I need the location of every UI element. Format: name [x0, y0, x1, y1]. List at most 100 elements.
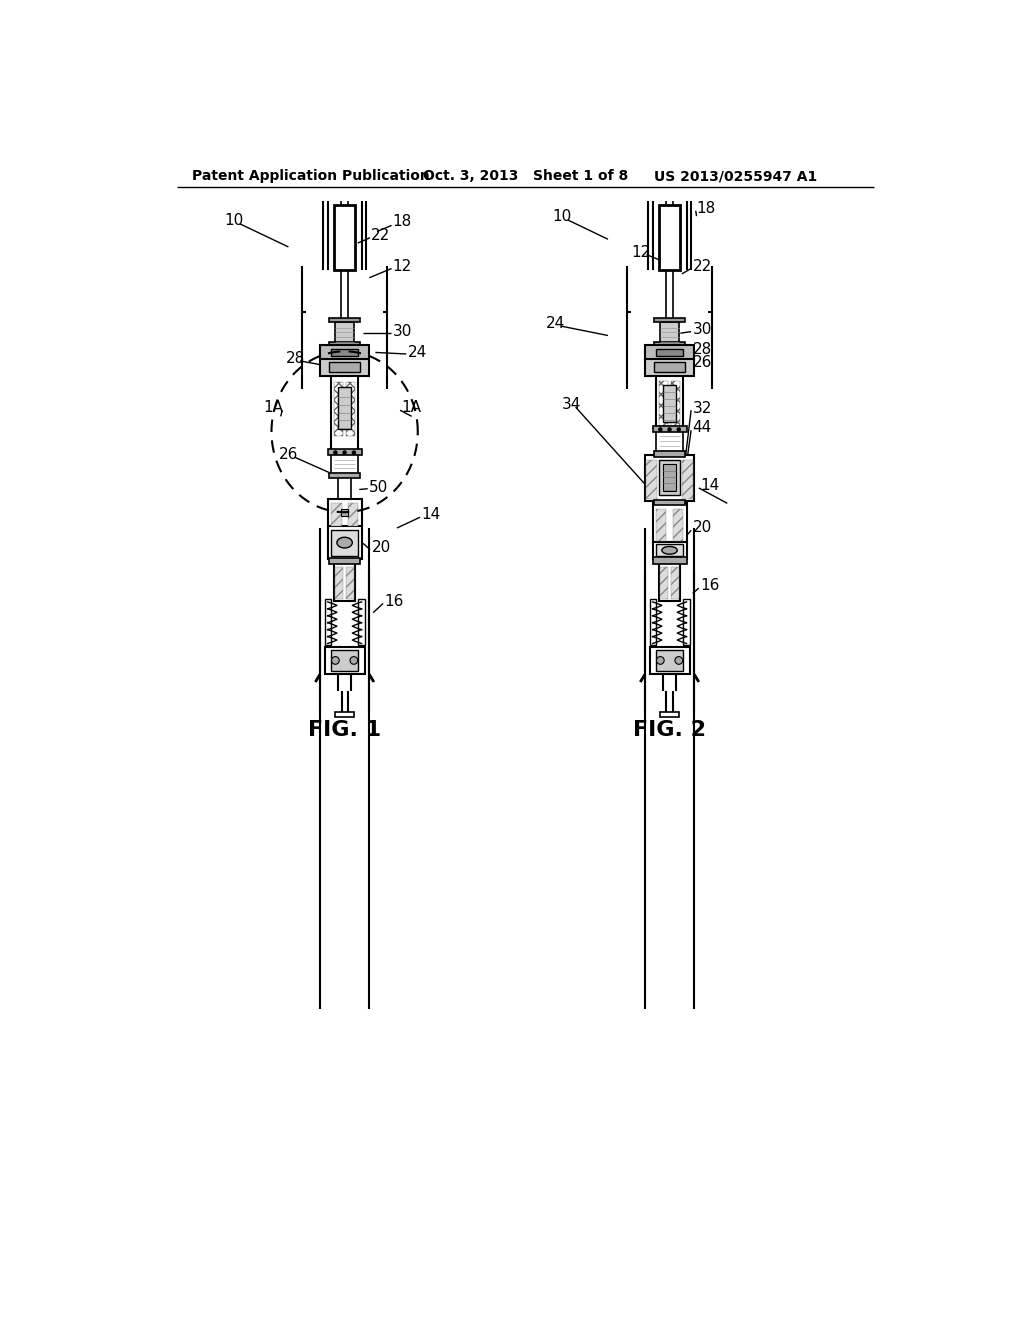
Bar — [645, 359, 694, 376]
Bar — [330, 473, 360, 478]
Text: 14: 14 — [700, 478, 720, 494]
Bar — [336, 322, 354, 343]
Bar — [330, 342, 360, 346]
Bar — [663, 465, 677, 491]
Bar — [660, 322, 679, 343]
Bar — [652, 425, 686, 432]
Bar — [673, 508, 683, 541]
Bar — [658, 205, 680, 271]
Bar — [328, 449, 361, 455]
Bar — [655, 649, 683, 671]
Bar — [649, 599, 655, 645]
Bar — [658, 562, 680, 601]
Bar — [654, 451, 685, 457]
Bar — [336, 711, 354, 717]
Bar — [683, 599, 689, 645]
Circle shape — [656, 656, 665, 664]
Bar — [646, 461, 657, 499]
Text: 1A: 1A — [401, 400, 422, 414]
Text: 22: 22 — [692, 259, 712, 273]
Bar — [652, 503, 686, 544]
Bar — [319, 345, 370, 360]
Bar — [654, 342, 685, 346]
Bar — [330, 318, 360, 322]
Circle shape — [352, 451, 355, 454]
Bar — [336, 566, 343, 599]
Circle shape — [668, 428, 671, 430]
Circle shape — [677, 428, 680, 430]
Text: 18: 18 — [696, 201, 716, 216]
Bar — [331, 348, 358, 356]
Bar — [334, 562, 355, 601]
Circle shape — [334, 451, 337, 454]
Bar — [334, 205, 355, 271]
Bar — [328, 499, 361, 528]
Text: 20: 20 — [692, 520, 712, 536]
Text: 20: 20 — [372, 540, 391, 554]
Text: 12: 12 — [392, 259, 412, 273]
Bar — [330, 362, 360, 372]
Text: 28: 28 — [286, 351, 305, 366]
Bar — [334, 381, 343, 436]
Bar — [655, 429, 683, 453]
Text: 30: 30 — [692, 322, 712, 337]
Bar — [331, 649, 358, 671]
Ellipse shape — [337, 537, 352, 548]
Bar — [658, 461, 680, 495]
Text: 32: 32 — [692, 401, 712, 416]
Text: 10: 10 — [553, 209, 571, 223]
Bar — [654, 318, 685, 322]
Text: 1A: 1A — [264, 400, 284, 414]
Bar — [358, 599, 365, 645]
Bar — [652, 557, 686, 564]
Bar — [660, 711, 679, 717]
Bar — [339, 477, 351, 502]
Circle shape — [350, 656, 357, 664]
Bar — [655, 508, 667, 541]
Bar — [645, 345, 694, 360]
Text: 14: 14 — [422, 507, 441, 521]
Text: 30: 30 — [392, 325, 412, 339]
Bar — [655, 544, 683, 557]
Bar — [339, 387, 351, 429]
Bar — [682, 461, 692, 499]
Bar — [328, 527, 361, 558]
Bar — [330, 558, 360, 564]
Text: US 2013/0255947 A1: US 2013/0255947 A1 — [654, 169, 817, 183]
Bar — [652, 543, 686, 558]
Text: 16: 16 — [700, 578, 720, 593]
Bar — [655, 348, 683, 356]
Text: 44: 44 — [692, 420, 712, 436]
Text: 28: 28 — [692, 342, 712, 356]
Bar — [654, 362, 685, 372]
Text: 24: 24 — [547, 317, 565, 331]
Ellipse shape — [662, 546, 677, 554]
Bar — [341, 508, 348, 516]
Text: Patent Application Publication: Patent Application Publication — [193, 169, 430, 183]
Bar — [671, 381, 680, 425]
Circle shape — [343, 451, 346, 454]
Circle shape — [332, 656, 339, 664]
Text: 18: 18 — [392, 214, 412, 230]
Text: 50: 50 — [370, 479, 388, 495]
Bar — [654, 499, 685, 506]
Bar — [346, 381, 355, 436]
Text: 16: 16 — [385, 594, 404, 609]
Bar — [325, 599, 331, 645]
Bar — [664, 385, 676, 422]
Bar — [331, 374, 358, 451]
Bar — [348, 503, 358, 525]
Text: 26: 26 — [280, 447, 299, 462]
Bar — [346, 566, 354, 599]
Bar — [331, 503, 342, 525]
Bar — [645, 455, 694, 502]
Bar — [671, 566, 679, 599]
Circle shape — [658, 428, 662, 430]
Text: FIG. 1: FIG. 1 — [308, 721, 381, 741]
Bar — [331, 529, 358, 556]
Bar — [649, 647, 689, 675]
Text: 10: 10 — [224, 213, 244, 227]
Text: 24: 24 — [408, 345, 427, 360]
Bar — [655, 374, 683, 428]
Text: 26: 26 — [692, 355, 712, 370]
